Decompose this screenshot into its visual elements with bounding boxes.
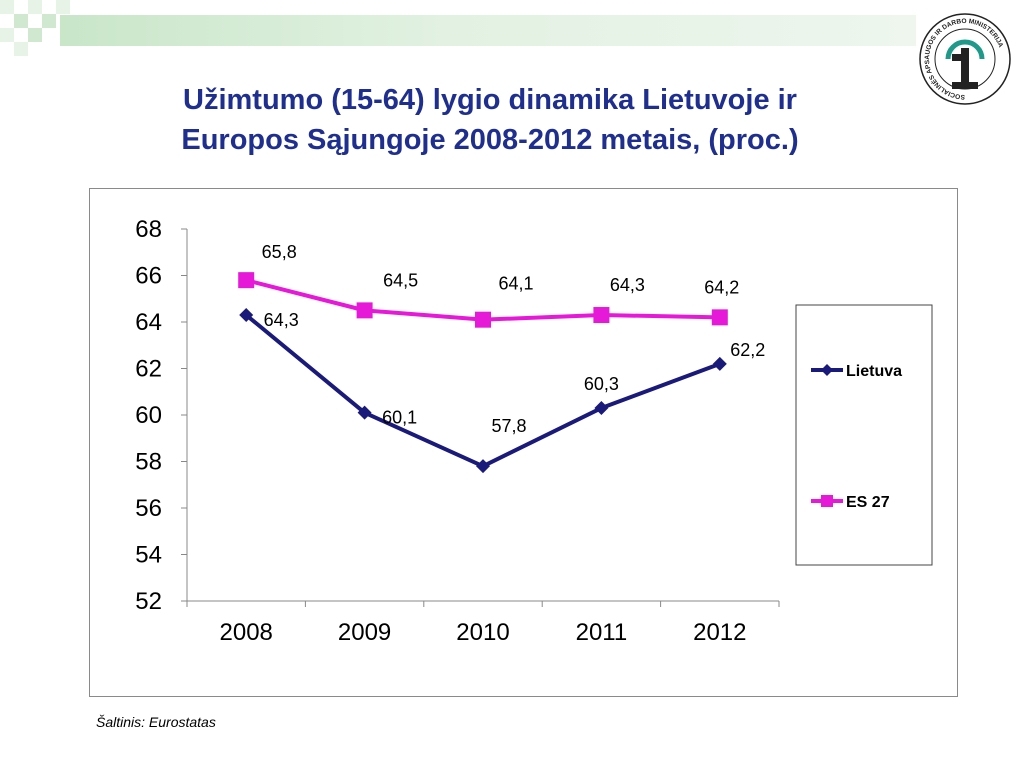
data-point-lietuva bbox=[239, 308, 254, 323]
data-label: 60,3 bbox=[584, 374, 619, 394]
header-decoration bbox=[42, 14, 56, 28]
data-label: 64,3 bbox=[264, 310, 299, 330]
data-point-es27 bbox=[711, 309, 728, 326]
source-note: Šaltinis: Eurostatas bbox=[96, 714, 216, 730]
slide-title: Užimtumo (15-64) lygio dinamika Lietuvoj… bbox=[80, 80, 900, 160]
header-decoration bbox=[28, 0, 42, 14]
data-point-lietuva bbox=[594, 401, 609, 416]
chart-frame: 52 54 56 58 60 62 64 66 68 2008 2009 2010 2011 2012 64… bbox=[89, 188, 958, 697]
header-decoration bbox=[14, 42, 28, 56]
legend-label: Lietuva bbox=[846, 363, 902, 380]
data-label: 60,1 bbox=[382, 408, 417, 428]
y-tick-label: 56 bbox=[135, 495, 162, 522]
y-tick-label: 64 bbox=[135, 309, 162, 336]
header-decoration bbox=[28, 28, 42, 42]
y-tick-label: 60 bbox=[135, 402, 162, 429]
x-tick-label: 2009 bbox=[338, 619, 391, 646]
x-tick-label: 2012 bbox=[693, 619, 746, 646]
legend-marker-es27 bbox=[821, 495, 833, 507]
header-decoration bbox=[0, 0, 14, 14]
x-tick-label: 2010 bbox=[456, 619, 509, 646]
data-point-es27 bbox=[238, 272, 255, 289]
data-point-es27 bbox=[593, 307, 610, 324]
data-point-lietuva bbox=[476, 459, 490, 474]
x-tick-label: 2011 bbox=[576, 619, 628, 646]
header-decoration bbox=[56, 0, 70, 14]
y-tick-label: 62 bbox=[135, 356, 162, 383]
data-label: 64,3 bbox=[610, 275, 645, 295]
data-label: 65,8 bbox=[262, 242, 297, 262]
y-tick-label: 54 bbox=[135, 542, 162, 569]
data-label: 64,2 bbox=[704, 277, 739, 297]
x-tick-label: 2008 bbox=[220, 619, 273, 646]
y-tick-label: 66 bbox=[135, 263, 162, 290]
ministry-logo: SOCIALINĖS APSAUGOS IR DARBO MINISTERIJA bbox=[919, 13, 1011, 105]
data-point-lietuva bbox=[712, 356, 727, 371]
y-tick-label: 68 bbox=[135, 216, 162, 243]
data-label: 64,5 bbox=[383, 270, 418, 290]
data-point-es27 bbox=[475, 311, 491, 328]
legend-box bbox=[795, 304, 933, 566]
y-tick-label: 52 bbox=[135, 588, 162, 615]
slide-title-line-1: Užimtumo (15-64) lygio dinamika Lietuvoj… bbox=[183, 84, 797, 116]
legend-label: ES 27 bbox=[846, 494, 890, 511]
header-bar bbox=[60, 15, 916, 46]
y-tick-label: 58 bbox=[135, 449, 162, 476]
line-chart: 52 54 56 58 60 62 64 66 68 2008 2009 2010 2011 2012 64… bbox=[135, 216, 933, 646]
data-label: 64,1 bbox=[498, 274, 533, 294]
data-point-es27 bbox=[356, 302, 373, 319]
header-decoration bbox=[0, 28, 14, 42]
slide-title-line-2: Europos Sąjungoje 2008-2012 metais, (pro… bbox=[181, 124, 799, 156]
legend-marker-lietuva bbox=[821, 364, 833, 376]
series-line-lietuva bbox=[244, 313, 721, 469]
data-point-lietuva bbox=[357, 405, 372, 420]
header-decoration bbox=[14, 14, 28, 28]
data-label: 62,2 bbox=[730, 340, 765, 360]
data-label: 57,8 bbox=[491, 416, 526, 436]
